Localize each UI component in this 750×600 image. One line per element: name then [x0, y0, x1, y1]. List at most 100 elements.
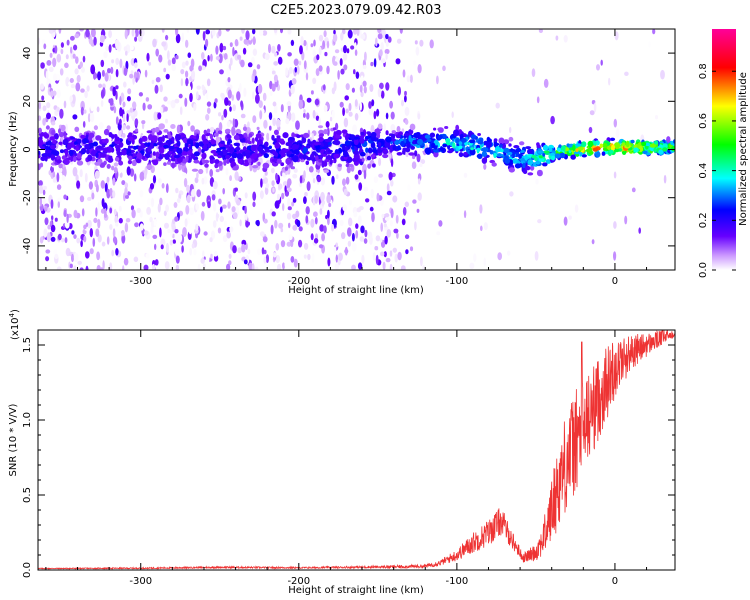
spectrogram-noise-cell	[181, 172, 187, 177]
spectrogram-noise-cell	[56, 106, 60, 112]
spectrogram-signal-cell	[86, 148, 91, 155]
spectrogram-signal-cell	[543, 144, 549, 151]
spectrogram-noise-cell	[226, 120, 231, 128]
spectrogram-noise-cell	[531, 222, 536, 228]
spectrogram-signal-cell	[168, 145, 175, 150]
spectrogram-noise-cell	[170, 228, 173, 238]
spectrogram-noise-cell	[259, 110, 263, 120]
spectrogram-signal-cell	[50, 154, 56, 161]
spectrogram-noise-cell	[538, 29, 543, 33]
spectrogram-signal-cell	[481, 157, 488, 164]
spectrogram-noise-cell	[281, 192, 285, 200]
spectrogram-signal-cell	[164, 135, 169, 139]
spectrogram-noise-cell	[145, 253, 150, 259]
spectrogram-noise-cell	[276, 193, 281, 201]
spectrogram-noise-cell	[296, 65, 300, 75]
colorbar-tick-label: 0.0	[698, 262, 709, 278]
spectrogram-noise-cell	[189, 92, 193, 103]
spectrogram-noise-cell	[404, 106, 410, 116]
spectrogram-noise-cell	[103, 51, 108, 59]
spectrogram-noise-cell	[292, 224, 298, 231]
spectrogram-noise-cell	[362, 64, 367, 70]
spectrogram-noise-cell	[360, 33, 366, 40]
spectrogram-noise-cell	[395, 214, 399, 224]
snr-y-tick-label: 1.0	[22, 412, 33, 428]
spectrogram-noise-cell	[307, 253, 311, 261]
snr-ticks: -300 -200 -100 0 0.0 0.5 1.0 1.5	[22, 330, 675, 587]
spectrogram-noise-cell	[278, 222, 284, 229]
spectrogram-noise-cell	[95, 228, 100, 237]
spectrogram-noise-cell	[224, 97, 229, 106]
spectrogram-noise-cell	[351, 264, 356, 270]
spectrogram-noise-cell	[97, 234, 102, 243]
spectrogram-noise-cell	[111, 249, 115, 257]
spectrogram-noise-cell	[271, 83, 276, 92]
spectrogram-signal-cell	[333, 153, 340, 159]
spectrogram-signal-cell	[367, 147, 373, 154]
spectrogram-noise-cell	[252, 48, 258, 56]
spectrogram-noise-cell	[234, 39, 239, 47]
spectrogram-signal-cell	[298, 153, 303, 159]
spectrogram-noise-cell	[141, 29, 145, 37]
spectrogram-noise-cell	[389, 219, 393, 227]
spectrogram-noise-cell	[153, 111, 158, 121]
spectrogram-noise-cell	[115, 57, 120, 65]
spectrogram-noise-cell	[172, 239, 176, 244]
snr-y-tick-label: 0.5	[22, 487, 33, 503]
spectrogram-signal-cell	[394, 139, 400, 145]
spectrogram-noise-cell	[392, 195, 398, 203]
spectrogram-noise-cell	[268, 43, 271, 54]
spectrogram-noise-cell	[380, 222, 384, 232]
spectrogram-signal-cell	[323, 169, 330, 173]
spectrogram-noise-cell	[155, 48, 159, 57]
spectrogram-signal-cell	[508, 136, 514, 142]
spectrogram-noise-cell	[377, 123, 383, 130]
spectrogram-signal-cell	[570, 154, 576, 160]
spectrogram-noise-cell	[110, 66, 114, 74]
spectrogram-noise-cell	[205, 166, 209, 174]
spectrogram-noise-cell	[185, 77, 189, 87]
spectrogram-noise-cell	[273, 74, 278, 83]
spectrogram-noise-cell	[71, 253, 74, 263]
spectrogram-noise-cell	[369, 206, 374, 212]
spectrogram-noise-cell	[429, 39, 434, 49]
spectrogram-noise-cell	[176, 198, 181, 203]
spectrogram-x-axis-label: Height of straight line (km)	[288, 285, 424, 296]
spectrogram-noise-cell	[66, 39, 70, 46]
spectrogram-noise-cell	[74, 68, 79, 75]
spectrogram-signal-cell	[276, 135, 281, 139]
spectrogram-signal-cell	[444, 126, 449, 129]
spectrogram-signal-cell	[235, 146, 241, 151]
spectrogram-noise-cell	[543, 78, 549, 88]
spectrogram-noise-cell	[340, 68, 345, 75]
spectrogram-noise-cell	[303, 112, 306, 118]
spectrogram-noise-cell	[303, 60, 307, 70]
spectrogram-noise-cell	[290, 84, 295, 95]
spectrogram-signal-cell	[217, 130, 223, 134]
spectrogram-noise-cell	[600, 59, 603, 66]
spectrogram-noise-cell	[343, 64, 348, 71]
spectrogram-noise-cell	[252, 191, 257, 201]
spectrogram-noise-cell	[163, 210, 167, 217]
spectrogram-signal-cell	[210, 149, 218, 154]
spectrogram-noise-cell	[360, 75, 364, 83]
spectrogram-signal-cell	[371, 149, 378, 153]
spectrogram-noise-cell	[132, 75, 135, 85]
spectrogram-signal-cell	[147, 146, 152, 153]
spectrogram-signal-cell	[285, 158, 292, 165]
spectrogram-noise-cell	[103, 213, 108, 218]
spectrogram-signal-cell	[227, 140, 233, 144]
spectrogram-signal-cell	[409, 123, 416, 131]
spectrogram-noise-cell	[46, 112, 51, 120]
spectrogram-noise-cell	[375, 254, 379, 265]
spectrogram-noise-cell	[191, 70, 196, 80]
spectrogram-signal-cell	[555, 153, 561, 159]
spectrogram-signal-cell	[403, 133, 410, 136]
spectrogram-noise-cell	[113, 64, 117, 70]
spectrogram-signal-cell	[527, 159, 534, 166]
spectrogram-noise-cell	[613, 221, 617, 229]
spectrogram-noise-cell	[174, 248, 180, 255]
spectrogram-noise-cell	[364, 229, 368, 238]
spectrogram-signal-cell	[154, 126, 160, 133]
